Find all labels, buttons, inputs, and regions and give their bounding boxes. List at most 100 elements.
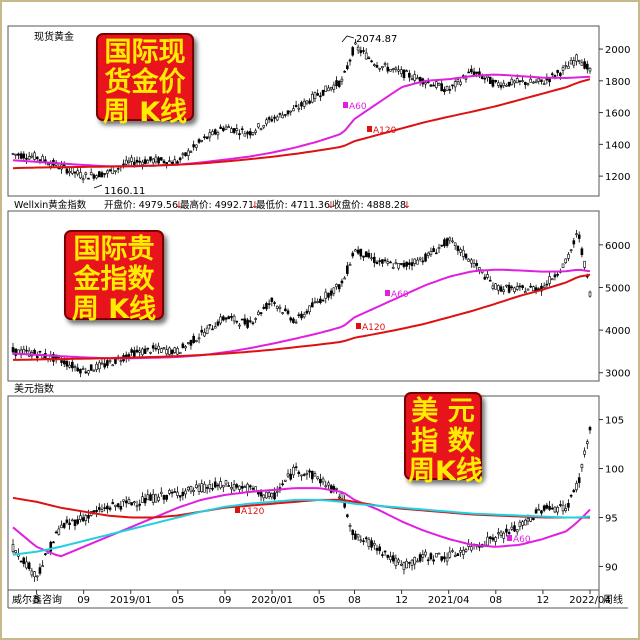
gold-candle-body (294, 105, 298, 107)
gold-candle-body (68, 171, 71, 174)
index-candle-body (154, 347, 158, 350)
gold-candle-body (443, 88, 446, 93)
index-candle-body (243, 318, 247, 325)
gold-candle-body (435, 81, 438, 88)
gold-candle-body (141, 161, 144, 165)
index-close-label: 收盘价: 4888.28 (332, 199, 406, 211)
gold-candle-body (408, 72, 411, 78)
index-candle-body (348, 264, 352, 266)
gold-candle-body (402, 69, 406, 78)
gold-ma120-tag: A120 (367, 126, 397, 136)
usd-candle-body (399, 563, 403, 566)
usd-candle-body (168, 490, 171, 494)
gold-candle-body (459, 81, 462, 85)
gold-candle-body (472, 71, 476, 76)
usd-candle-body (313, 473, 317, 477)
gold-badge-line-3: 周 K线 (102, 97, 188, 128)
index-candle-body (273, 302, 276, 304)
usd-candle-body (149, 494, 152, 501)
index-candle-body (362, 255, 365, 258)
index-candle-body (351, 252, 355, 257)
index-candle-body (135, 349, 139, 353)
index-candle-body (421, 260, 425, 263)
gold-candle-body (569, 59, 573, 65)
usd-candle-body (491, 537, 495, 541)
gold-candle-body (448, 89, 452, 91)
usd-candle-body (348, 525, 352, 527)
usd-candle-body (324, 485, 328, 488)
usd-candle-body (176, 491, 179, 496)
usd-candle-body (351, 529, 355, 535)
gold-candle-body (432, 84, 435, 87)
gold-ytick-label: 1600 (605, 109, 630, 120)
index-candle-body (497, 285, 500, 291)
usd-candle-body (577, 477, 581, 483)
index-candle-body (11, 347, 15, 353)
gold-low-annotation: 1160.11 (93, 184, 145, 197)
usd-candle-body (507, 532, 511, 535)
gold-candle-body (184, 152, 187, 157)
index-candle-body (397, 262, 400, 269)
index-candle-body (375, 261, 379, 265)
gold-candle-body (71, 167, 74, 174)
usd-candle-body (119, 505, 123, 510)
gold-candle-body (143, 159, 147, 164)
gold-candle-body (351, 47, 355, 56)
gold-candle-body (346, 65, 349, 70)
index-candle-body (459, 249, 462, 253)
index-candle-body (435, 252, 438, 255)
gold-candle-body (513, 80, 516, 84)
gold-candle-body (583, 61, 586, 69)
gold-ma60-tag: A60 (343, 102, 367, 112)
index-candle-body (475, 263, 479, 266)
gold-candle-body (502, 82, 506, 86)
gold-candle-body (127, 160, 131, 163)
usd-candle-body (545, 504, 549, 509)
index-candle-body (79, 368, 82, 374)
usd-candle-body (540, 510, 543, 514)
index-candle-body (25, 349, 28, 352)
index-candle-body (359, 248, 363, 257)
index-candle-body (270, 297, 274, 302)
x-tick-label: 2020/01 (251, 595, 293, 606)
index-candle-body (278, 306, 282, 309)
gold-candle-body (410, 78, 414, 81)
gold-candle-body (208, 132, 212, 138)
gold-candle-body (235, 128, 239, 131)
gold-candle-body (79, 172, 82, 179)
index-ma60-label: A60 (391, 290, 409, 300)
index-candle-body (532, 286, 535, 292)
gold-candle-body (154, 156, 158, 163)
gold-badge-line-1: 国际现 (104, 37, 186, 68)
usd-candle-body (84, 515, 88, 521)
gold-candle-body (364, 52, 368, 60)
gold-candle-body (135, 159, 139, 163)
usd-candle-body (54, 531, 58, 534)
gold-candle-body (151, 158, 155, 164)
index-candle-body (246, 319, 249, 328)
gold-candle-body (327, 87, 330, 92)
index-candle-body (176, 348, 179, 355)
gold-candle-body (114, 170, 117, 172)
usd-candle-body (397, 559, 400, 563)
usd-candle-body (316, 476, 319, 480)
index-candle-body (173, 347, 177, 353)
gold-candle-body (588, 68, 592, 72)
usd-candle-body (178, 495, 182, 498)
index-candle-body (467, 258, 470, 262)
index-candle-body (521, 285, 524, 288)
usd-badge: 美 元 指 数 周K线 (404, 392, 483, 487)
x-axis: 5 09 2019/01 05 09 2020/01 05 08 12 2021/04 08 12 20… (33, 590, 611, 606)
usd-candle-body (133, 501, 136, 504)
usd-candle-body (246, 483, 249, 492)
usd-candle-body (378, 546, 381, 552)
usd-candle-body (297, 471, 301, 475)
usd-candle-body (97, 507, 101, 510)
gold-candle-body (138, 160, 142, 163)
gold-candle-body (108, 169, 112, 172)
gold-candle-body (248, 131, 252, 136)
usd-candle-body (386, 554, 390, 558)
gold-candle-body (505, 85, 508, 87)
usd-candle-body (421, 554, 425, 558)
index-candle-body (499, 286, 503, 292)
